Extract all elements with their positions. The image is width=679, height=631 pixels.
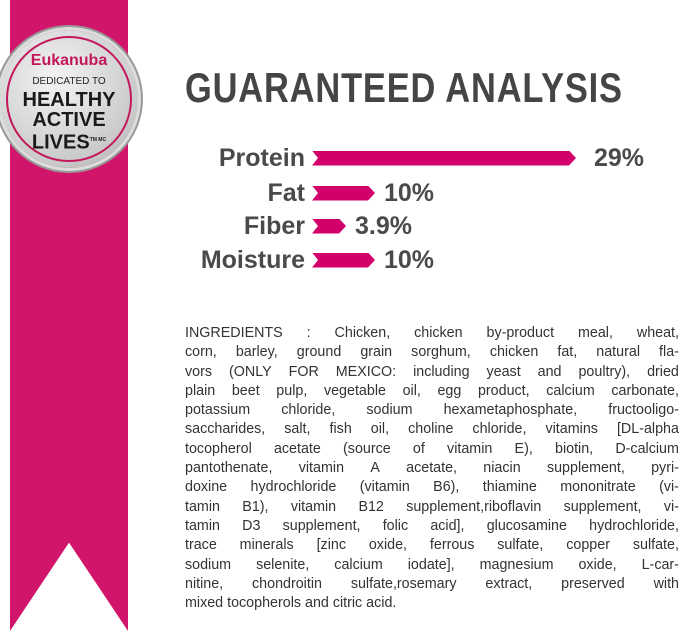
page-title: GUARANTEED ANALYSIS bbox=[185, 64, 623, 111]
badge-ring bbox=[6, 36, 132, 162]
analysis-row: Fat 10% bbox=[0, 178, 679, 208]
nutrient-label: Fat bbox=[267, 178, 306, 207]
nutrient-value: 29% bbox=[594, 143, 645, 172]
badge-dedicated: DEDICATED TO bbox=[32, 76, 106, 87]
analysis-row: Moisture 10% bbox=[0, 245, 679, 275]
ingredients-line: trace minerals [zinc oxide, ferrous sulfate, c… bbox=[185, 537, 679, 554]
nutrient-bar bbox=[312, 219, 346, 234]
ingredients-line: INGREDIENTS: Chicken, chicken by-product mea… bbox=[185, 325, 679, 341]
analysis-row: Fiber 3.9% bbox=[0, 211, 679, 241]
nutrient-value: 10% bbox=[384, 178, 435, 207]
slogan-line: HEALTHY bbox=[22, 89, 116, 111]
eukanuba-badge-logo: Eukanuba DEDICATED TO HEALTHY ACTIVE LIV… bbox=[0, 30, 138, 168]
nutrient-bar bbox=[312, 253, 375, 268]
ingredients-line: tamin D3 supplement, folic acid], glucosamine… bbox=[185, 517, 679, 534]
nutrient-label: Protein bbox=[218, 143, 305, 172]
ingredients-line: doxine hydrochloride (vitamin B6), thiamine m… bbox=[185, 479, 679, 496]
ingredients-line: nitine, chondroitin sulfate,rosemary extrac… bbox=[185, 575, 679, 592]
ingredients-line: potassium chloride, sodium hexametaphosphat… bbox=[185, 402, 679, 419]
ingredients-line: mixed tocopherols and citric acid. bbox=[185, 595, 397, 612]
ingredients-line: vors (ONLY FOR MEXICO: including yeast and poul… bbox=[185, 363, 679, 380]
nutrient-value: 10% bbox=[384, 245, 435, 274]
analysis-row: Protein 29% bbox=[0, 143, 679, 173]
slogan-line: ACTIVE bbox=[32, 109, 106, 131]
ingredients-line: plain beet pulp, vegetable oil, egg product, ca… bbox=[185, 382, 679, 399]
nutrient-bar bbox=[312, 186, 375, 201]
slogan-line: LIVESTM MC bbox=[31, 131, 107, 154]
ingredients-line: tamin B1), vitamin B12 supplement,riboflavin… bbox=[185, 498, 679, 515]
ingredients-text: INGREDIENTS: Chicken, chicken by-product mea… bbox=[185, 324, 679, 613]
nutrient-value: 3.9% bbox=[355, 211, 412, 240]
nutrient-label: Fiber bbox=[243, 211, 305, 240]
ingredients-line: saccharides, salt, fish oil, choline chloride… bbox=[185, 421, 679, 438]
nutrient-label: Moisture bbox=[200, 245, 305, 274]
ingredients-line: sodium selenite, calcium iodate], magnesium o… bbox=[185, 556, 679, 573]
nutrient-bar bbox=[312, 151, 576, 166]
ingredients-line: tocopherol acetate (source of vitamin E), biot… bbox=[185, 440, 679, 457]
ingredients-line: corn, barley, ground grain sorghum, chicken fa… bbox=[185, 344, 679, 361]
brand-name: Eukanuba bbox=[30, 52, 108, 69]
badge-slogan: HEALTHY ACTIVE LIVESTM MC bbox=[0, 90, 138, 153]
